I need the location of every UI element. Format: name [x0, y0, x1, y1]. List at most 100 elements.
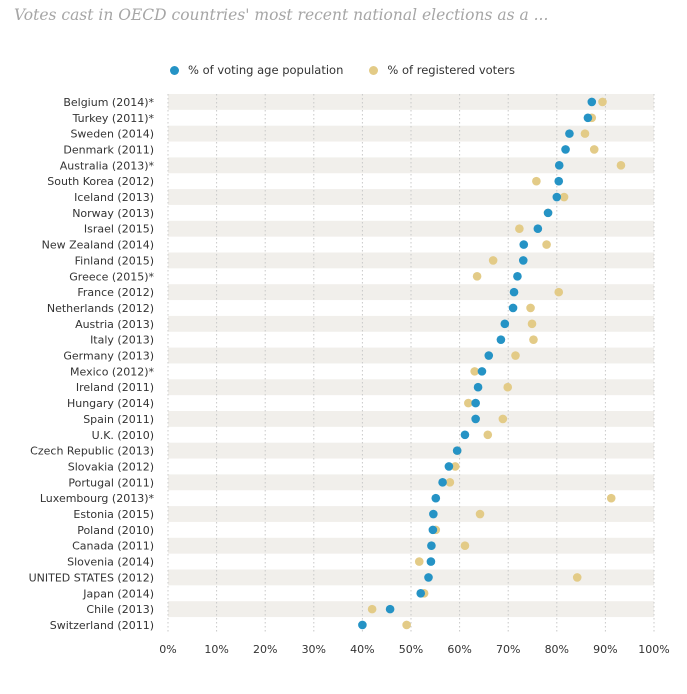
registered-voters-point[interactable]	[589, 145, 599, 154]
voting-age-point[interactable]	[416, 588, 426, 598]
legend-item-registered[interactable]: % of registered voters	[369, 63, 515, 77]
registered-voters-point[interactable]	[414, 557, 424, 566]
registered-voters-point[interactable]	[503, 382, 513, 392]
voting-age-point[interactable]	[518, 256, 528, 265]
registered-voters-point[interactable]	[488, 256, 498, 265]
registered-voters-point[interactable]	[515, 224, 524, 234]
voting-age-point[interactable]	[431, 493, 441, 503]
voting-age-point[interactable]	[426, 557, 436, 566]
registered-voters-point[interactable]	[367, 604, 377, 614]
voting-age-point[interactable]	[471, 414, 480, 424]
registered-voters-point[interactable]	[526, 303, 535, 313]
category-label: Mexico (2012)*	[70, 365, 154, 378]
legend-swatch-registered	[369, 65, 379, 75]
voting-age-point[interactable]	[429, 509, 438, 519]
voting-age-point[interactable]	[508, 303, 518, 313]
registered-voters-point[interactable]	[532, 176, 541, 186]
legend-item-voting-age[interactable]: % of voting age population	[170, 63, 343, 77]
registered-voters-point[interactable]	[542, 240, 551, 249]
registered-voters-point[interactable]	[498, 414, 508, 424]
category-label: France (2012)	[77, 286, 154, 299]
voting-age-point[interactable]	[452, 446, 462, 455]
category-label: Ireland (2011)	[76, 381, 154, 394]
x-axis-tick-labels: 0% 10% 20% 30% 40% 50% 60% 70% 80% 90% 100%	[159, 643, 669, 656]
registered-voters-point[interactable]	[475, 509, 485, 519]
voting-age-point[interactable]	[587, 97, 597, 107]
voting-age-point[interactable]	[424, 573, 433, 582]
category-label: UNITED STATES (2012)	[29, 571, 154, 584]
voting-age-point[interactable]	[427, 541, 436, 551]
row-band	[168, 601, 654, 618]
voting-age-point[interactable]	[477, 367, 487, 376]
registered-voters-point[interactable]	[580, 129, 590, 138]
row-band	[168, 537, 654, 554]
category-label: Poland (2010)	[77, 524, 154, 537]
voting-age-point[interactable]	[484, 351, 494, 360]
registered-voters-point[interactable]	[472, 271, 482, 281]
category-label: Sweden (2014)	[70, 128, 154, 141]
voting-age-point[interactable]	[519, 240, 529, 249]
registered-voters-point[interactable]	[470, 367, 479, 376]
voting-age-point[interactable]	[496, 335, 506, 344]
voting-age-point[interactable]	[473, 382, 483, 392]
registered-voters-point[interactable]	[606, 493, 616, 503]
voting-age-point[interactable]	[471, 398, 480, 408]
row-band	[168, 220, 654, 237]
registered-voters-point[interactable]	[464, 398, 473, 408]
category-label: New Zealand (2014)	[42, 239, 154, 252]
category-label: Iceland (2013)	[74, 191, 154, 204]
category-label: South Korea (2012)	[47, 175, 154, 188]
registered-voters-point[interactable]	[554, 287, 564, 297]
registered-voters-point[interactable]	[616, 161, 626, 170]
legend-label-registered: % of registered voters	[387, 63, 515, 77]
voting-age-point[interactable]	[583, 113, 593, 123]
voting-age-point[interactable]	[533, 224, 543, 234]
registered-voters-point[interactable]	[450, 462, 460, 471]
category-label: Hungary (2014)	[67, 397, 154, 410]
voting-age-point[interactable]	[554, 176, 564, 186]
registered-voters-point[interactable]	[460, 541, 470, 551]
voting-age-point[interactable]	[561, 145, 570, 154]
category-label: Czech Republic (2013)	[30, 445, 154, 458]
x-tick-label: 100%	[638, 643, 669, 656]
voting-age-point[interactable]	[513, 271, 522, 281]
category-label: Norway (2013)	[72, 207, 154, 220]
voting-age-point[interactable]	[444, 462, 454, 471]
registered-voters-point[interactable]	[402, 620, 411, 630]
category-label: Turkey (2011)*	[72, 112, 155, 125]
row-band	[168, 252, 654, 269]
category-label: Italy (2013)	[90, 334, 154, 347]
voting-age-point[interactable]	[385, 604, 395, 614]
registered-voters-point[interactable]	[529, 335, 538, 344]
legend-swatch-voting-age	[170, 65, 179, 75]
category-label: Chile (2013)	[86, 603, 154, 616]
registered-voters-point[interactable]	[483, 430, 493, 440]
registered-voters-point[interactable]	[572, 573, 582, 582]
voting-age-point[interactable]	[358, 620, 367, 630]
voting-age-point[interactable]	[460, 430, 470, 440]
category-label: Germany (2013)	[63, 350, 154, 363]
category-label: Japan (2014)	[82, 587, 154, 600]
registered-voters-point[interactable]	[511, 351, 520, 360]
voting-age-point[interactable]	[438, 478, 447, 487]
registered-voters-point[interactable]	[598, 97, 607, 107]
voting-age-point[interactable]	[509, 287, 519, 297]
voting-age-point[interactable]	[565, 129, 574, 138]
voting-age-point[interactable]	[500, 319, 510, 329]
x-tick-label: 20%	[253, 643, 277, 656]
x-tick-label: 50%	[399, 643, 423, 656]
category-label: Austria (2013)	[75, 318, 154, 331]
registered-voters-point[interactable]	[445, 478, 455, 487]
row-bands	[168, 94, 654, 618]
voting-age-point[interactable]	[543, 208, 553, 218]
category-labels: Belgium (2014)* Turkey (2011)* Sweden (201…	[29, 96, 155, 632]
data-points	[358, 97, 626, 630]
registered-voters-point[interactable]	[559, 192, 569, 202]
row-band	[168, 347, 654, 364]
registered-voters-point[interactable]	[527, 319, 537, 329]
voting-age-point[interactable]	[428, 525, 438, 535]
category-label: U.K. (2010)	[92, 429, 154, 442]
voting-age-point[interactable]	[554, 161, 564, 170]
voting-age-point[interactable]	[552, 192, 562, 202]
category-label: Slovakia (2012)	[68, 460, 154, 473]
